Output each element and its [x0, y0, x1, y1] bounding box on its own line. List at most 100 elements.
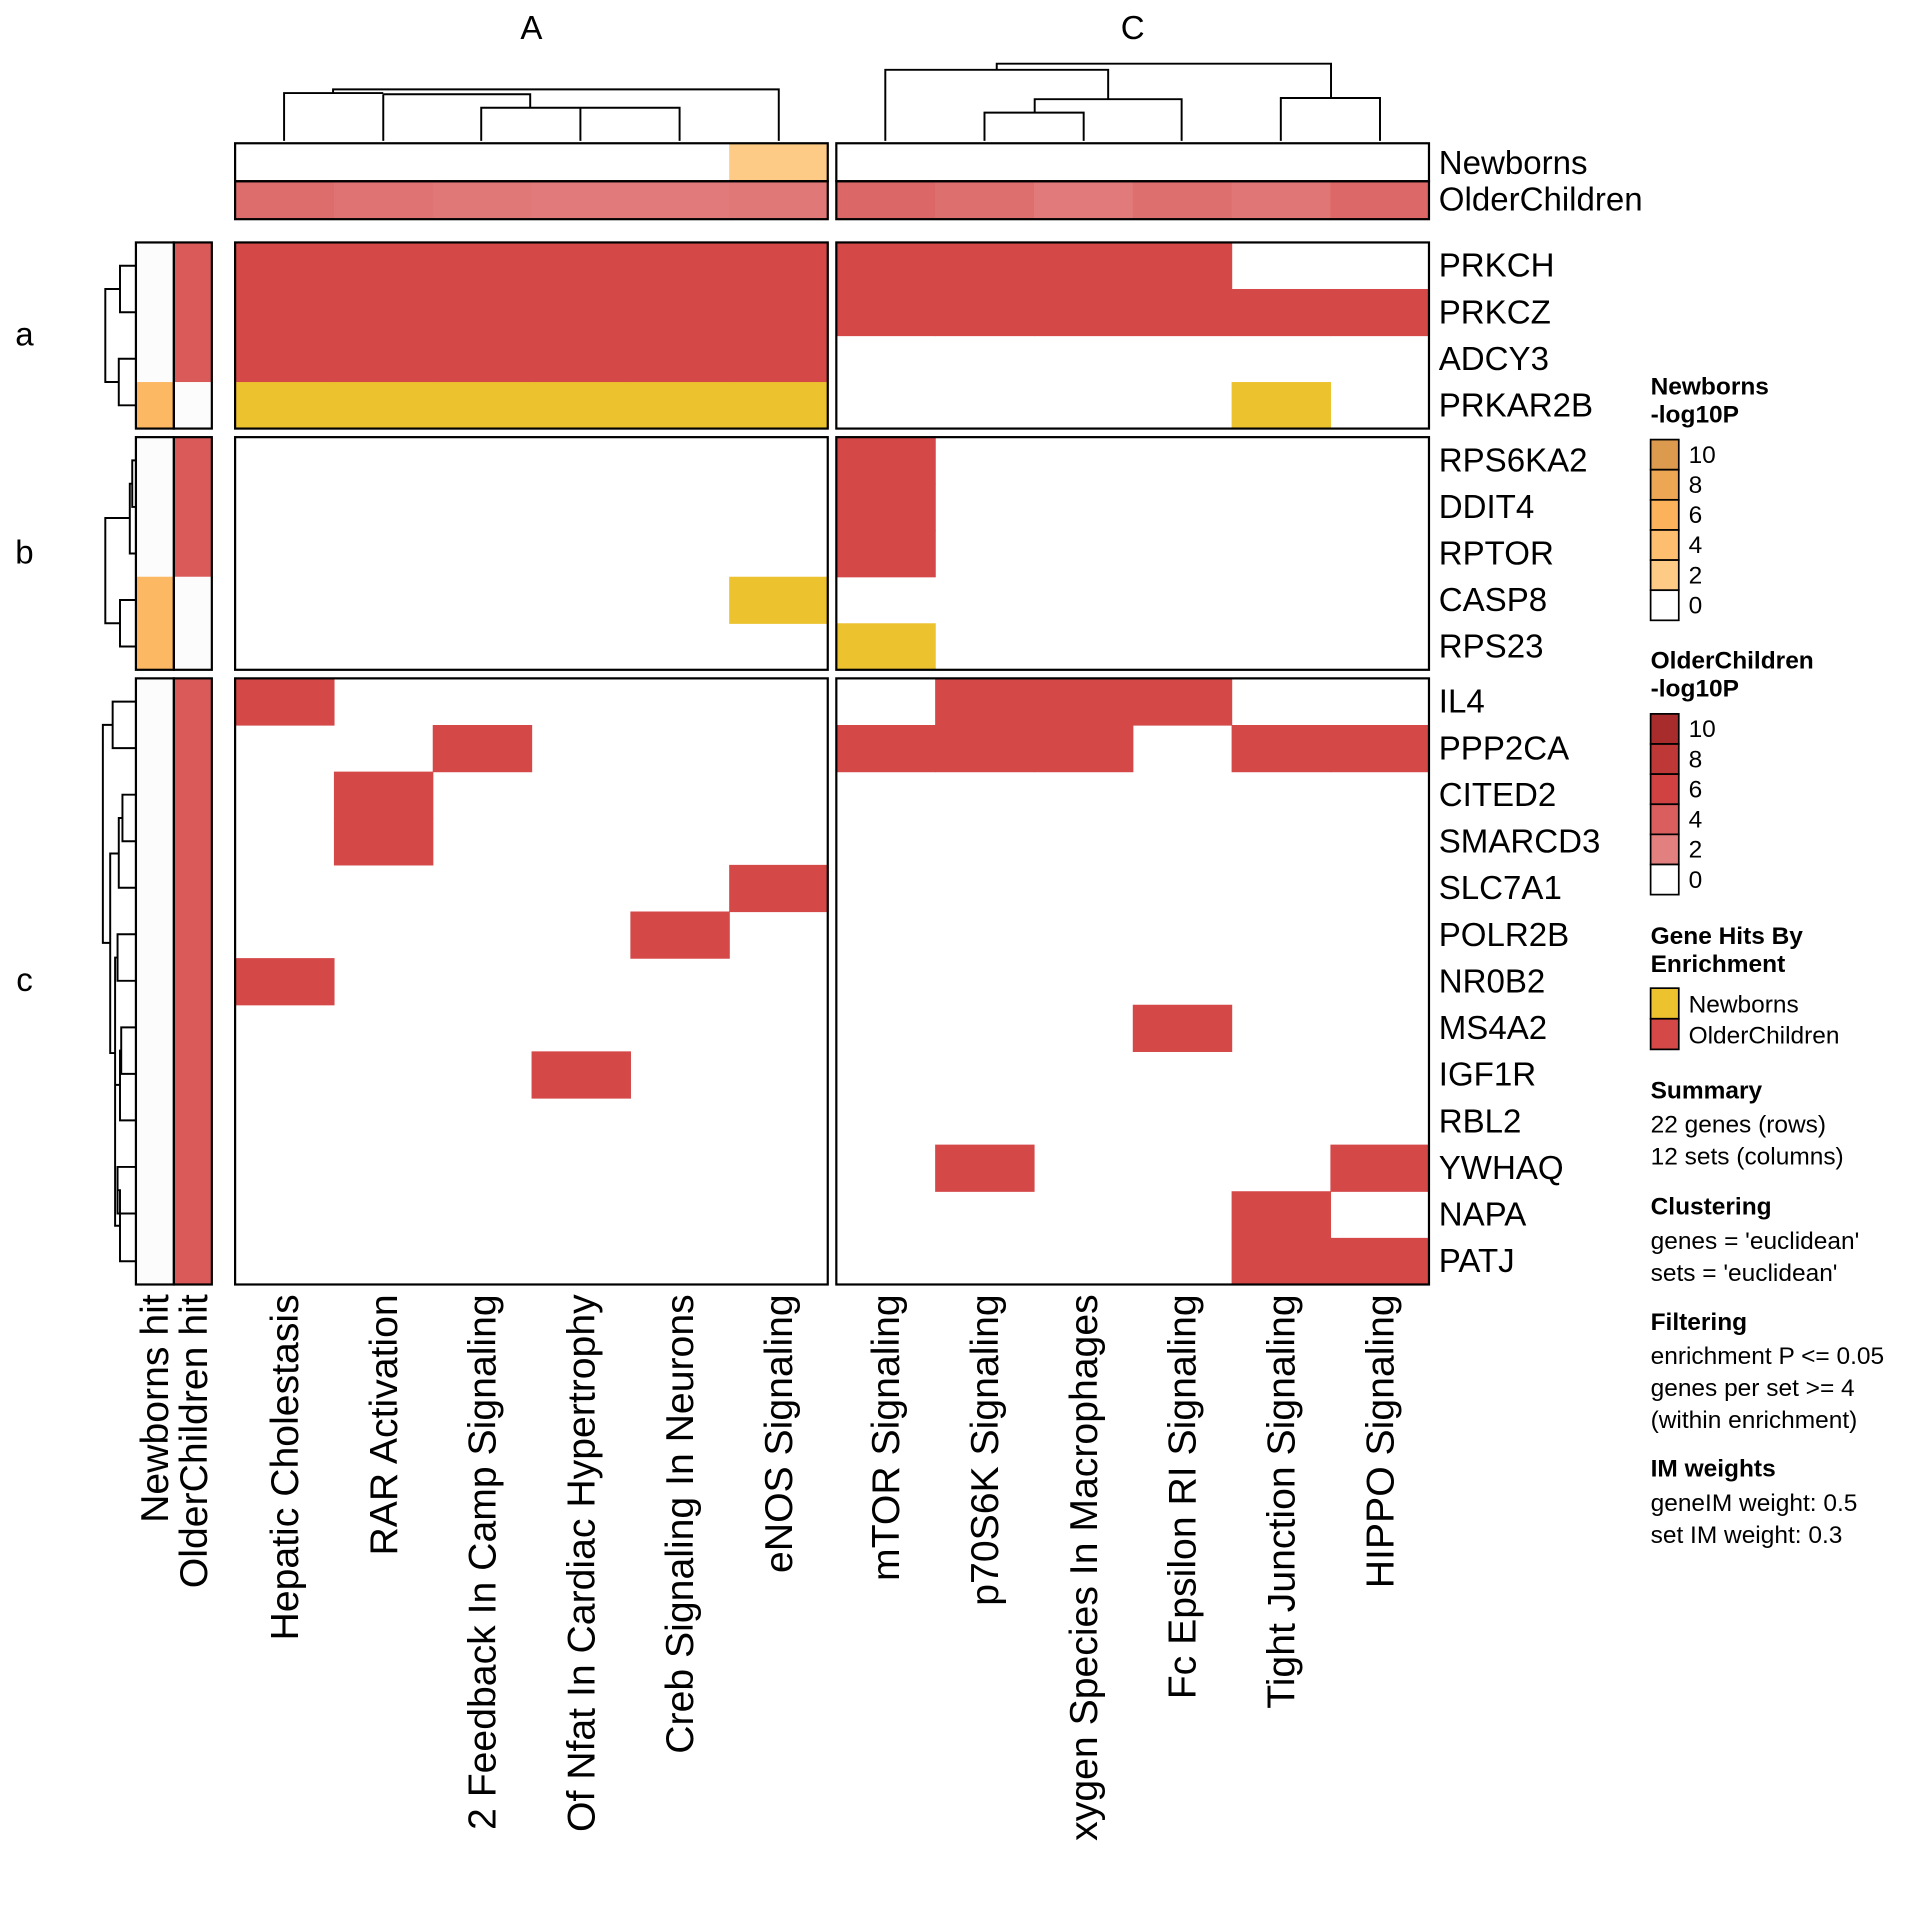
row-annotation-olderchildren-cell: [173, 530, 212, 578]
heatmap-cell: [235, 335, 335, 383]
legend-tick: 4: [1689, 532, 1703, 559]
heatmap-cell: [1132, 288, 1233, 337]
heatmap-cell: [1132, 242, 1233, 290]
column-annotation-olderchildren-cell: [531, 181, 631, 220]
heatmap-cell: [235, 678, 335, 726]
legend-swatch: [1649, 743, 1680, 775]
heatmap-cell: [630, 382, 730, 430]
legend-title: Enrichment: [1651, 951, 1786, 978]
info-line: geneIM weight: 0.5: [1651, 1490, 1858, 1517]
column-dendrogram: [283, 62, 1381, 141]
heatmap-cell: [1033, 724, 1134, 773]
column-label: eNOS Signaling: [758, 1294, 801, 1573]
row-annotation-newborns-cell: [135, 1097, 174, 1146]
heatmap-cell: [333, 288, 434, 337]
annotation-border: [835, 180, 1431, 221]
labels: A Hepatic Cholestasis RAR Activation 2 Feed…: [15, 10, 1642, 1841]
heatmap-cell: [333, 818, 434, 866]
heatmap-cell: [935, 288, 1035, 337]
gene-label: SMARCD3: [1439, 824, 1601, 861]
heatmap-cells: [235, 242, 1430, 1286]
heatmap-cell: [935, 242, 1035, 290]
row-annotation-olderchildren-cell: [173, 242, 212, 290]
gene-label: PRKCH: [1439, 248, 1555, 285]
legend-swatch: [1649, 1017, 1680, 1051]
legend-swatch: [1649, 713, 1680, 745]
info-title: Clustering: [1651, 1194, 1772, 1221]
gene-label: RPS6KA2: [1439, 442, 1588, 479]
annotations: [135, 143, 1430, 1286]
row-annotation-olderchildren-cell: [173, 335, 212, 383]
heatmap-cell: [836, 483, 936, 531]
column-annotation-newborns-cell: [1132, 143, 1233, 182]
column-annotation-olderchildren-cell: [1033, 181, 1134, 220]
legend-swatch: [1649, 498, 1680, 531]
row-annotation-olderchildren-cell: [173, 864, 212, 913]
row-annotation-newborns-cell: [135, 1191, 174, 1239]
row-annotation-newborns-cell: [135, 437, 174, 485]
gene-label: RBL2: [1439, 1103, 1522, 1140]
row-annotation-olderchildren-cell: [173, 1051, 212, 1099]
row-annotation-newborns-cell: [135, 724, 174, 773]
column-annotation-olderchildren-cell: [1231, 181, 1332, 220]
row-annotation-olderchildren-cell: [173, 1144, 212, 1192]
heatmap-cell: [432, 724, 533, 773]
gene-label: YWHAQ: [1439, 1150, 1564, 1187]
column-label: RAR Activation: [363, 1294, 406, 1555]
gene-label: MS4A2: [1439, 1010, 1547, 1047]
legend-title: Gene Hits By: [1651, 923, 1804, 950]
heatmap-cell: [531, 335, 631, 383]
row-annotation-newborns-cell: [135, 1004, 174, 1052]
column-annotation-olderchildren-cell: [836, 181, 936, 220]
heatmap-cell: [1033, 242, 1134, 290]
row-annotation-newborns-cell: [135, 1051, 174, 1099]
legend-swatch: [1649, 803, 1680, 836]
gene-label: RPTOR: [1439, 535, 1554, 572]
heatmap-cell: [729, 576, 829, 624]
row-annotation-olderchildren-cell: [173, 382, 212, 430]
gene-label: CITED2: [1439, 777, 1557, 814]
legend-title: Newborns: [1651, 373, 1769, 400]
panel-border: [172, 677, 213, 1286]
row-annotation-newborns-cell: [135, 242, 174, 290]
row-annotation-newborns-cell: [135, 864, 174, 913]
panel-border: [172, 241, 213, 430]
row-annotation-olderchildren-cell: [173, 958, 212, 1006]
column-annotation-olderchildren-cell: [729, 181, 829, 220]
heatmap-cell: [235, 288, 335, 337]
heatmap-cell: [235, 958, 335, 1006]
legend-title: OlderChildren: [1651, 648, 1814, 675]
heatmap-cell: [1033, 678, 1134, 726]
row-annotation-newborns-cell: [135, 623, 174, 671]
row-annotation-label: Newborns hit: [134, 1294, 177, 1523]
heatmap-cell: [729, 288, 829, 337]
legend-title: -log10P: [1651, 401, 1739, 428]
heatmap-cell: [729, 242, 829, 290]
legend-swatch: [1649, 438, 1680, 471]
info-line: genes per set >= 4: [1651, 1375, 1855, 1402]
column-label: Of Nfat In Cardiac Hypertrophy: [560, 1294, 603, 1832]
row-annotation-newborns-cell: [135, 818, 174, 866]
column-label: p70S6K Signaling: [964, 1294, 1007, 1605]
column-label: Creb Signaling In Neurons: [659, 1294, 702, 1753]
legend-tick: 0: [1689, 867, 1703, 894]
info-line: (within enrichment): [1651, 1407, 1858, 1434]
column-annotation-newborns-cell: [630, 143, 730, 182]
legend-tick: 4: [1689, 807, 1703, 834]
heatmap-cell: [333, 335, 434, 383]
row-annotation-olderchildren-cell: [173, 771, 212, 819]
heatmap-cell: [333, 242, 434, 290]
row-annotation-newborns-cell: [135, 335, 174, 383]
legend-swatch: [1649, 863, 1680, 896]
info-line: 12 sets (columns): [1651, 1143, 1844, 1170]
panel-border: [835, 436, 1431, 671]
heatmap-cell: [531, 382, 631, 430]
row-annotation-newborns-cell: [135, 483, 174, 531]
column-annotation-newborns-cell: [531, 143, 631, 182]
row-annotation-newborns-cell: [135, 771, 174, 819]
row-annotation-olderchildren-cell: [173, 623, 212, 671]
column-label: mTOR Signaling: [865, 1294, 908, 1581]
heatmap-cell: [1132, 1004, 1233, 1052]
gene-label: PRKCZ: [1439, 294, 1551, 331]
